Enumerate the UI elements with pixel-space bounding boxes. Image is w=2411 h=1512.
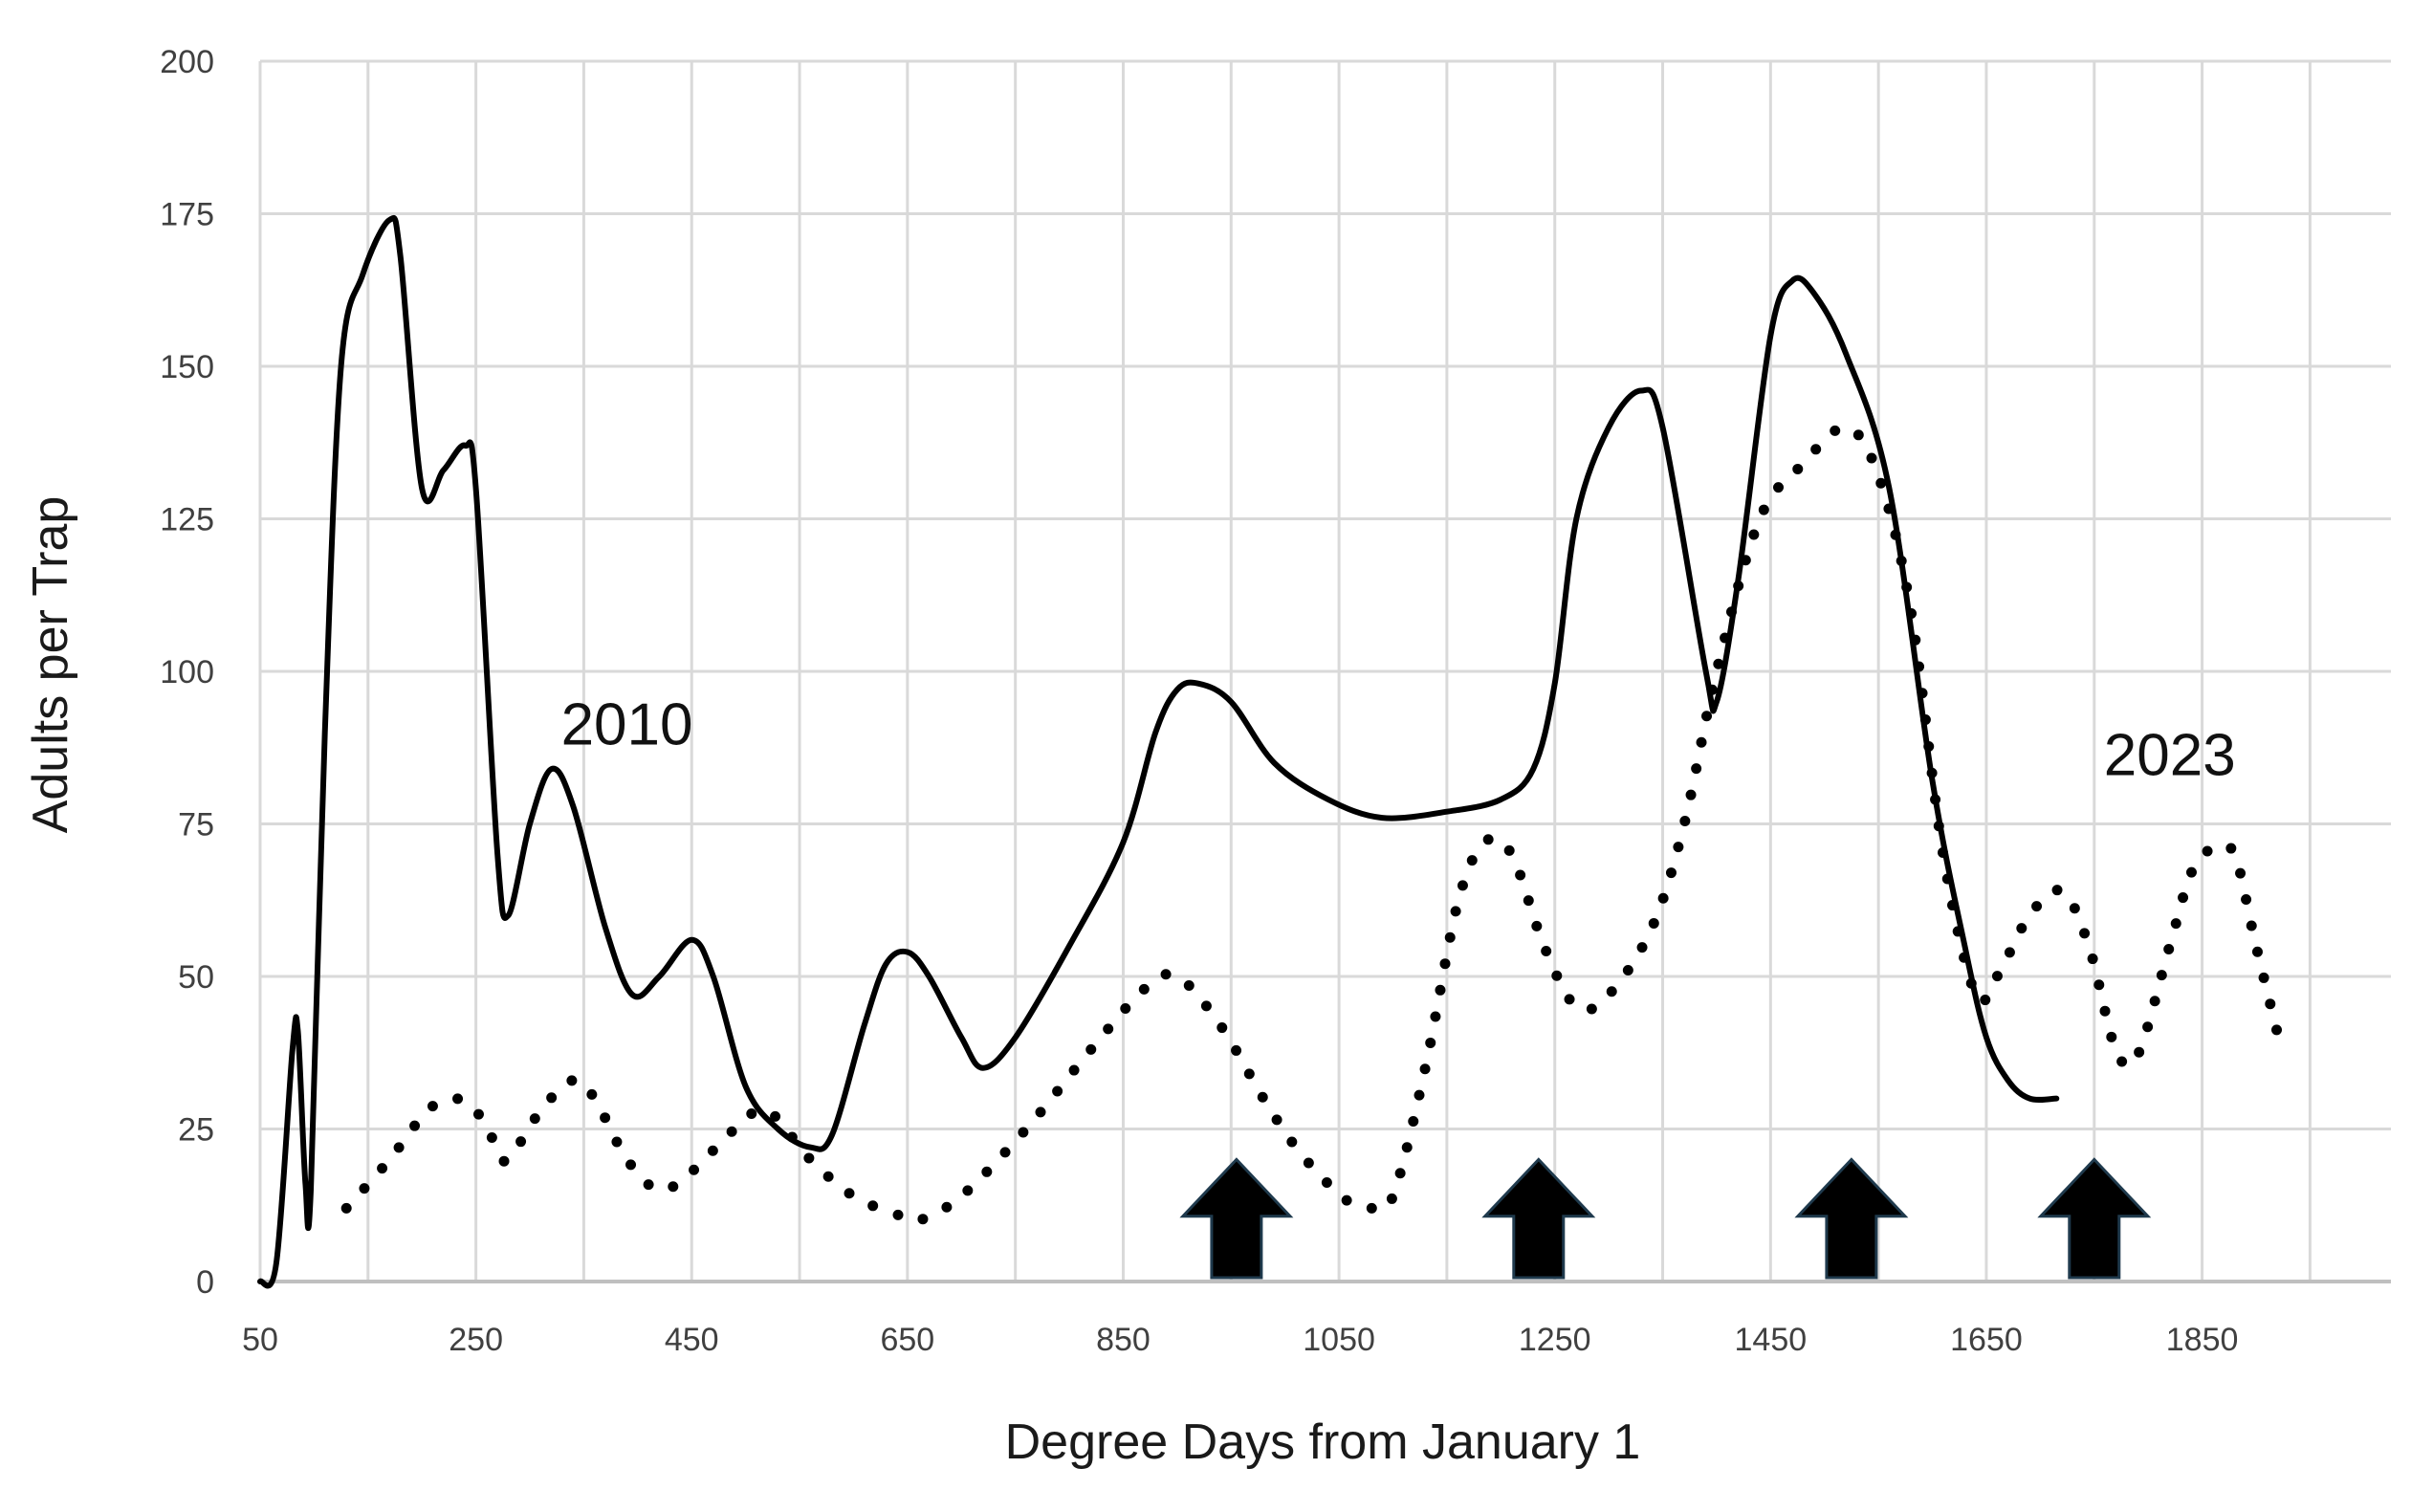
x-tick-label: 1050 xyxy=(1303,1322,1375,1358)
y-tick-label: 200 xyxy=(160,44,214,80)
y-axis-title: Adults per Trap xyxy=(23,496,78,834)
y-tick-label: 175 xyxy=(160,197,214,233)
x-tick-label: 850 xyxy=(1096,1322,1151,1358)
tick-labels: 0 25 50 75 100 125 150 175 200 50 250 450 650 850 1050… xyxy=(160,44,2238,1358)
up-arrow-icon xyxy=(1794,1157,1909,1280)
up-arrow-icon xyxy=(1179,1157,1294,1280)
y-tick-label: 50 xyxy=(178,959,214,996)
arrow-markers xyxy=(1179,1157,2152,1280)
x-tick-label: 250 xyxy=(449,1322,503,1358)
series-line-2010 xyxy=(257,214,2060,1289)
axes xyxy=(258,61,2391,1283)
y-tick-label: 100 xyxy=(160,654,214,690)
series-annotation-2023: 2023 xyxy=(2104,722,2236,788)
x-tick-label: 50 xyxy=(242,1322,278,1358)
y-tick-label: 125 xyxy=(160,502,214,538)
gridlines xyxy=(260,59,2391,1282)
series-annotation-2010: 2010 xyxy=(561,692,693,758)
y-tick-label: 0 xyxy=(196,1264,214,1301)
up-arrow-icon xyxy=(2037,1157,2152,1280)
x-tick-label: 1250 xyxy=(1519,1322,1591,1358)
x-tick-label: 1850 xyxy=(2166,1322,2239,1358)
up-arrow-icon xyxy=(1481,1157,1596,1280)
y-tick-label: 25 xyxy=(178,1112,214,1149)
y-tick-label: 150 xyxy=(160,349,214,385)
x-tick-label: 450 xyxy=(665,1322,719,1358)
x-axis-title: Degree Days from January 1 xyxy=(1005,1414,1641,1470)
x-tick-label: 650 xyxy=(880,1322,934,1358)
series-lines xyxy=(257,214,2289,1289)
x-tick-label: 1450 xyxy=(1735,1322,1808,1358)
series-line-2023 xyxy=(340,422,2289,1227)
annotations: 2010 2023 xyxy=(561,692,2236,789)
y-tick-label: 75 xyxy=(178,807,214,844)
x-tick-label: 1650 xyxy=(1950,1322,2023,1358)
